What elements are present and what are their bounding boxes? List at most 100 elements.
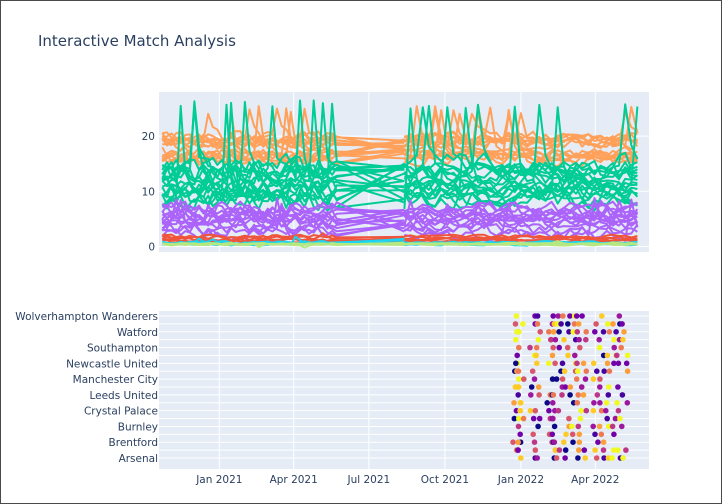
- match-point[interactable]: [559, 360, 566, 367]
- match-point[interactable]: [551, 439, 558, 446]
- match-point[interactable]: [600, 439, 607, 446]
- match-point[interactable]: [604, 415, 610, 422]
- match-point[interactable]: [583, 368, 590, 375]
- match-point[interactable]: [573, 376, 580, 382]
- match-point[interactable]: [561, 368, 568, 375]
- match-point[interactable]: [530, 415, 537, 422]
- match-point[interactable]: [578, 407, 584, 414]
- match-point[interactable]: [574, 329, 581, 335]
- match-point[interactable]: [619, 321, 625, 327]
- match-point[interactable]: [520, 415, 527, 422]
- match-point[interactable]: [561, 439, 567, 446]
- match-point[interactable]: [556, 329, 562, 335]
- match-point[interactable]: [553, 376, 560, 382]
- match-point[interactable]: [563, 431, 569, 438]
- match-point[interactable]: [580, 360, 587, 367]
- match-point[interactable]: [514, 352, 520, 359]
- match-point[interactable]: [535, 384, 542, 390]
- match-point[interactable]: [534, 321, 541, 327]
- match-point[interactable]: [527, 344, 533, 351]
- match-point[interactable]: [567, 313, 573, 319]
- match-point[interactable]: [571, 321, 578, 327]
- match-point[interactable]: [620, 455, 626, 461]
- match-point[interactable]: [517, 431, 523, 438]
- match-point[interactable]: [521, 376, 527, 382]
- match-point[interactable]: [597, 376, 603, 382]
- match-point[interactable]: [529, 368, 536, 375]
- match-point[interactable]: [512, 321, 519, 327]
- match-point[interactable]: [517, 400, 524, 406]
- match-point[interactable]: [606, 329, 613, 335]
- match-point[interactable]: [590, 423, 596, 430]
- match-point[interactable]: [575, 455, 581, 461]
- match-point[interactable]: [552, 336, 559, 343]
- match-point[interactable]: [611, 344, 617, 351]
- match-point[interactable]: [594, 368, 600, 375]
- match-point[interactable]: [592, 329, 598, 335]
- match-point[interactable]: [531, 439, 538, 446]
- match-point[interactable]: [590, 407, 597, 414]
- match-point[interactable]: [611, 360, 617, 367]
- team-line[interactable]: [161, 200, 638, 233]
- match-point[interactable]: [605, 321, 611, 327]
- match-point[interactable]: [582, 455, 588, 461]
- match-point[interactable]: [516, 329, 522, 335]
- match-point[interactable]: [619, 423, 625, 430]
- match-point[interactable]: [576, 431, 583, 438]
- match-point[interactable]: [531, 376, 538, 382]
- match-point[interactable]: [577, 344, 583, 351]
- match-point[interactable]: [612, 415, 619, 422]
- match-point[interactable]: [511, 400, 517, 406]
- match-point[interactable]: [583, 407, 590, 414]
- match-point[interactable]: [515, 447, 521, 453]
- match-point[interactable]: [596, 336, 602, 343]
- match-point[interactable]: [623, 447, 629, 453]
- match-point[interactable]: [549, 431, 556, 438]
- match-point[interactable]: [516, 344, 522, 351]
- match-point[interactable]: [600, 329, 607, 335]
- match-point[interactable]: [597, 384, 603, 390]
- match-point[interactable]: [617, 415, 623, 422]
- match-point[interactable]: [598, 407, 605, 414]
- team-line[interactable]: [161, 198, 639, 233]
- scatter-subplot[interactable]: Jan 2021 Apr 2021 Jul 2021 Oct 2021 Jan 2022…: [15, 311, 649, 486]
- match-point[interactable]: [562, 384, 569, 390]
- match-point[interactable]: [562, 447, 569, 453]
- match-point[interactable]: [621, 329, 627, 335]
- match-point[interactable]: [549, 352, 556, 359]
- match-point[interactable]: [573, 313, 580, 319]
- match-point[interactable]: [570, 439, 576, 446]
- match-point[interactable]: [516, 415, 522, 422]
- match-point[interactable]: [532, 447, 539, 453]
- match-point[interactable]: [550, 392, 557, 398]
- match-point[interactable]: [515, 368, 522, 375]
- match-point[interactable]: [534, 360, 540, 367]
- match-point[interactable]: [576, 336, 582, 343]
- match-point[interactable]: [609, 455, 615, 461]
- match-point[interactable]: [564, 344, 571, 351]
- team-line[interactable]: [162, 241, 638, 247]
- match-point[interactable]: [605, 423, 612, 430]
- team-line[interactable]: [162, 233, 638, 240]
- match-point[interactable]: [536, 415, 543, 422]
- match-point[interactable]: [614, 400, 620, 406]
- match-point[interactable]: [533, 344, 540, 351]
- match-point[interactable]: [614, 352, 620, 359]
- match-point[interactable]: [615, 360, 622, 367]
- match-point[interactable]: [583, 336, 589, 343]
- match-point[interactable]: [553, 455, 560, 461]
- match-point[interactable]: [574, 368, 581, 375]
- match-point[interactable]: [615, 407, 622, 414]
- match-point[interactable]: [517, 407, 524, 414]
- match-point[interactable]: [570, 329, 576, 335]
- match-point[interactable]: [592, 447, 598, 453]
- match-point[interactable]: [576, 439, 583, 446]
- match-point[interactable]: [620, 336, 626, 343]
- line-subplot[interactable]: 0 10 20: [142, 92, 649, 253]
- match-point[interactable]: [599, 313, 605, 319]
- match-point[interactable]: [597, 400, 603, 406]
- match-point[interactable]: [551, 423, 558, 430]
- match-point[interactable]: [616, 313, 623, 319]
- match-point[interactable]: [595, 439, 601, 446]
- match-point[interactable]: [569, 431, 576, 438]
